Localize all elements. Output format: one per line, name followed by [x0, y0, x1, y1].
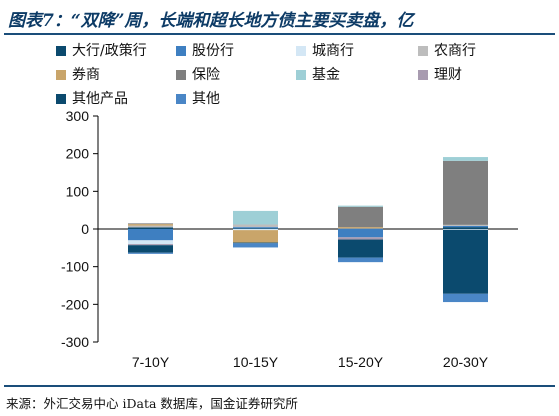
- bar-segment: [338, 257, 383, 263]
- legend-label: 券商: [72, 67, 100, 83]
- y-tick-label: 0: [81, 221, 89, 237]
- bar-segment: [338, 205, 383, 207]
- y-tick-label: -300: [61, 334, 89, 350]
- bar-segment: [233, 229, 278, 231]
- y-tick-label: 300: [66, 108, 90, 124]
- bar-segment: [338, 237, 383, 240]
- bar-segment: [443, 293, 488, 303]
- x-tick-label: 7-10Y: [132, 354, 170, 370]
- legend-swatch: [56, 94, 66, 104]
- legend-label: 大行/政策行: [72, 42, 147, 59]
- bar-segment: [128, 245, 173, 253]
- bar-segment: [128, 224, 173, 226]
- bar-segment: [233, 242, 278, 244]
- bar-segment: [128, 223, 173, 225]
- title-divider: [4, 33, 555, 35]
- legend-label: 城商行: [312, 43, 354, 59]
- legend-label: 基金: [312, 66, 340, 83]
- footer-divider: [4, 385, 555, 387]
- legend-label: 其他产品: [72, 91, 128, 107]
- legend-swatch: [418, 46, 428, 56]
- bar-segment: [338, 229, 383, 238]
- bar-segment: [443, 227, 488, 229]
- bar-segment: [338, 228, 383, 229]
- legend-swatch: [296, 46, 306, 56]
- plot-area: -300 -200 -100 0 100 200 300 7-10Y 10-15Y 15-20Y 2…: [61, 108, 518, 370]
- y-tick-label: 100: [66, 183, 90, 199]
- y-tick-label: -200: [61, 296, 89, 312]
- bar-segment: [443, 160, 488, 225]
- y-tick-label: -100: [61, 259, 89, 275]
- bar-segment: [233, 227, 278, 229]
- bar-segment: [443, 225, 488, 228]
- legend-swatch: [176, 94, 186, 104]
- bar-segment: [128, 225, 173, 228]
- source-note: 来源：外汇交易中心 iData 数据库，国金证券研究所: [6, 396, 298, 411]
- legend-label: 理财: [434, 67, 462, 83]
- legend-swatch: [296, 70, 306, 80]
- legend-swatch: [176, 70, 186, 80]
- bar-segment: [128, 252, 173, 254]
- legend-label: 保险: [192, 67, 220, 83]
- bar-segment: [128, 244, 173, 246]
- bar-segment: [338, 206, 383, 228]
- bar-segment: [233, 224, 278, 228]
- legend-label: 农商行: [434, 43, 476, 59]
- bar-segment: [233, 243, 278, 248]
- bar-segment: [128, 227, 173, 229]
- x-tick-label: 10-15Y: [233, 354, 279, 370]
- bar-segment: [233, 228, 278, 229]
- bar-segment: [338, 239, 383, 258]
- legend-label: 其他: [192, 91, 220, 107]
- bar-segment: [443, 229, 488, 294]
- bar-segment: [443, 229, 488, 230]
- bar-segment: [233, 230, 278, 243]
- bar-segment: [443, 157, 488, 161]
- y-tick-label: 200: [66, 146, 90, 162]
- bar-segment: [338, 227, 383, 229]
- x-tick-label: 15-20Y: [338, 354, 384, 370]
- bar-segment: [128, 240, 173, 245]
- bar-segment: [338, 228, 383, 230]
- legend-swatch: [176, 46, 186, 56]
- legend-label: 股份行: [192, 43, 234, 59]
- bar-segment: [233, 210, 278, 225]
- legend-swatch: [56, 70, 66, 80]
- legend-swatch: [418, 70, 428, 80]
- bar-segment: [443, 224, 488, 226]
- x-tick-label: 20-30Y: [443, 354, 489, 370]
- bar-segment: [128, 229, 173, 241]
- legend-swatch: [56, 46, 66, 56]
- chart-title: 图表7：“双降”周，长端和超长地方债主要买卖盘，亿: [8, 11, 414, 30]
